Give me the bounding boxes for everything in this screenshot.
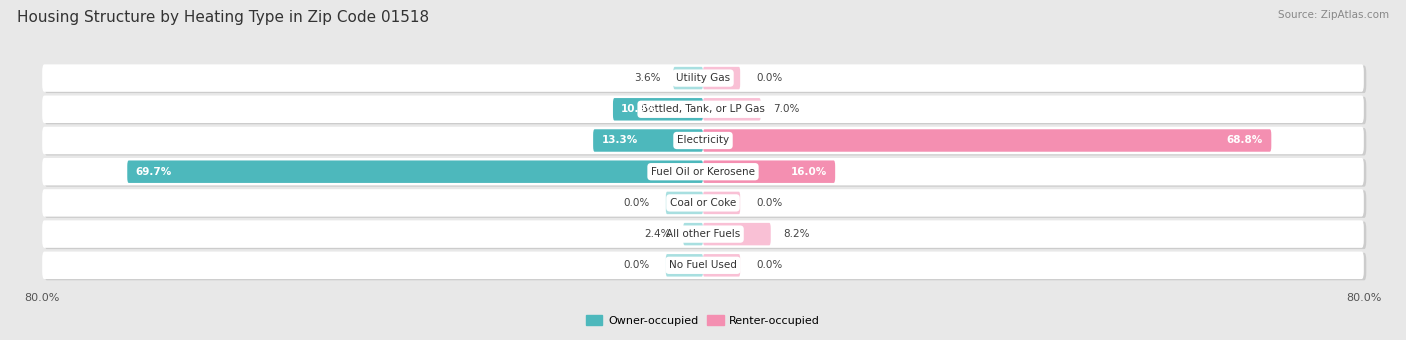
- FancyBboxPatch shape: [673, 67, 703, 89]
- Text: Fuel Oil or Kerosene: Fuel Oil or Kerosene: [651, 167, 755, 177]
- Text: 10.9%: 10.9%: [621, 104, 658, 114]
- Text: 0.0%: 0.0%: [756, 260, 783, 270]
- Text: Housing Structure by Heating Type in Zip Code 01518: Housing Structure by Heating Type in Zip…: [17, 10, 429, 25]
- FancyBboxPatch shape: [42, 189, 1364, 217]
- FancyBboxPatch shape: [42, 252, 1364, 279]
- Text: 7.0%: 7.0%: [773, 104, 800, 114]
- Text: 2.4%: 2.4%: [644, 229, 671, 239]
- FancyBboxPatch shape: [703, 67, 740, 89]
- FancyBboxPatch shape: [703, 254, 740, 276]
- Text: Electricity: Electricity: [676, 136, 730, 146]
- FancyBboxPatch shape: [703, 160, 835, 183]
- FancyBboxPatch shape: [593, 129, 703, 152]
- Text: No Fuel Used: No Fuel Used: [669, 260, 737, 270]
- FancyBboxPatch shape: [666, 254, 703, 276]
- FancyBboxPatch shape: [45, 222, 1367, 249]
- FancyBboxPatch shape: [703, 129, 1271, 152]
- FancyBboxPatch shape: [42, 64, 1364, 92]
- FancyBboxPatch shape: [613, 98, 703, 120]
- Legend: Owner-occupied, Renter-occupied: Owner-occupied, Renter-occupied: [581, 310, 825, 330]
- FancyBboxPatch shape: [45, 253, 1367, 280]
- Text: Source: ZipAtlas.com: Source: ZipAtlas.com: [1278, 10, 1389, 20]
- FancyBboxPatch shape: [45, 97, 1367, 124]
- Text: Coal or Coke: Coal or Coke: [669, 198, 737, 208]
- Text: 68.8%: 68.8%: [1227, 136, 1263, 146]
- Text: Bottled, Tank, or LP Gas: Bottled, Tank, or LP Gas: [641, 104, 765, 114]
- FancyBboxPatch shape: [42, 158, 1364, 185]
- Text: 69.7%: 69.7%: [135, 167, 172, 177]
- Text: 3.6%: 3.6%: [634, 73, 661, 83]
- FancyBboxPatch shape: [45, 159, 1367, 187]
- Text: 0.0%: 0.0%: [756, 198, 783, 208]
- FancyBboxPatch shape: [703, 192, 740, 214]
- FancyBboxPatch shape: [45, 190, 1367, 218]
- FancyBboxPatch shape: [666, 192, 703, 214]
- FancyBboxPatch shape: [128, 160, 703, 183]
- FancyBboxPatch shape: [42, 220, 1364, 248]
- FancyBboxPatch shape: [703, 98, 761, 120]
- Text: 0.0%: 0.0%: [623, 198, 650, 208]
- FancyBboxPatch shape: [45, 128, 1367, 155]
- FancyBboxPatch shape: [683, 223, 703, 245]
- Text: 16.0%: 16.0%: [790, 167, 827, 177]
- Text: Utility Gas: Utility Gas: [676, 73, 730, 83]
- FancyBboxPatch shape: [45, 66, 1367, 93]
- Text: 0.0%: 0.0%: [756, 73, 783, 83]
- Text: 13.3%: 13.3%: [602, 136, 638, 146]
- Text: 8.2%: 8.2%: [783, 229, 810, 239]
- FancyBboxPatch shape: [42, 127, 1364, 154]
- FancyBboxPatch shape: [703, 223, 770, 245]
- Text: All other Fuels: All other Fuels: [666, 229, 740, 239]
- FancyBboxPatch shape: [42, 96, 1364, 123]
- Text: 0.0%: 0.0%: [623, 260, 650, 270]
